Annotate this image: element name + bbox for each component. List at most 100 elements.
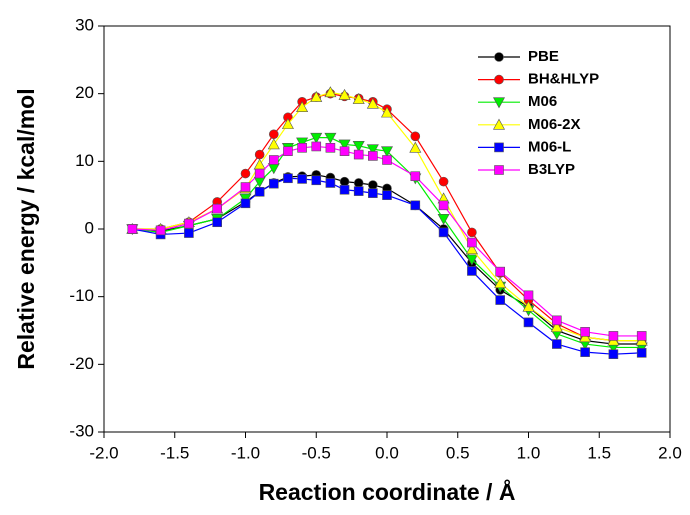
marker xyxy=(495,266,506,277)
marker xyxy=(550,320,563,332)
marker xyxy=(127,224,138,234)
y-tick-label: -10 xyxy=(69,286,94,305)
marker xyxy=(283,173,293,184)
marker xyxy=(184,218,194,229)
marker xyxy=(310,90,323,102)
marker xyxy=(212,217,222,228)
marker xyxy=(283,146,293,156)
marker xyxy=(465,254,478,266)
marker xyxy=(184,228,194,238)
legend-marker xyxy=(494,142,504,153)
marker xyxy=(467,266,477,276)
marker xyxy=(579,331,592,343)
marker xyxy=(580,327,590,337)
marker xyxy=(268,129,279,140)
marker xyxy=(296,137,309,149)
marker xyxy=(636,348,647,358)
marker xyxy=(325,178,336,188)
marker xyxy=(339,176,350,187)
marker xyxy=(338,139,351,151)
marker xyxy=(438,227,449,238)
x-axis-title: Reaction coordinate / Å xyxy=(259,478,516,505)
marker xyxy=(523,317,534,328)
marker xyxy=(366,144,379,156)
marker xyxy=(353,186,364,196)
y-tick-label: 10 xyxy=(75,151,94,170)
legend-label: M06-2X xyxy=(528,116,581,133)
legend-marker xyxy=(494,74,504,85)
legend-label: M06 xyxy=(528,93,557,110)
marker xyxy=(438,200,449,211)
marker xyxy=(467,237,477,248)
marker xyxy=(465,243,478,255)
legend-marker xyxy=(494,165,504,175)
marker xyxy=(254,149,265,160)
y-tick-label: -20 xyxy=(69,354,94,373)
marker xyxy=(366,97,379,109)
marker xyxy=(339,184,350,195)
marker xyxy=(636,331,647,341)
marker xyxy=(267,138,280,150)
marker xyxy=(380,106,394,118)
legend-label: B3LYP xyxy=(528,161,575,178)
marker xyxy=(494,277,507,288)
legend-label: BH&HLYP xyxy=(528,71,599,88)
y-tick-label: 20 xyxy=(75,83,94,102)
marker xyxy=(297,143,307,153)
marker xyxy=(338,88,351,100)
marker xyxy=(353,149,364,160)
marker xyxy=(254,168,265,179)
marker xyxy=(382,155,392,165)
marker xyxy=(281,117,294,129)
marker xyxy=(324,86,337,98)
marker xyxy=(368,180,378,190)
marker xyxy=(268,155,279,165)
marker xyxy=(495,295,506,305)
marker xyxy=(311,141,322,152)
marker xyxy=(324,132,337,144)
y-axis-title: Relative energy / kcal/mol xyxy=(13,88,39,369)
marker xyxy=(310,132,323,144)
marker xyxy=(353,178,364,188)
x-tick-label: 2.0 xyxy=(658,443,682,462)
marker xyxy=(311,175,322,186)
marker xyxy=(410,171,421,182)
marker xyxy=(268,178,279,189)
x-tick-label: 1.0 xyxy=(517,443,541,462)
marker xyxy=(608,331,619,341)
marker xyxy=(325,143,336,153)
marker xyxy=(155,225,166,236)
marker xyxy=(240,168,251,179)
marker xyxy=(254,186,265,197)
series-line xyxy=(132,174,642,345)
x-tick-label: 0.0 xyxy=(375,443,399,462)
marker xyxy=(409,141,422,153)
marker xyxy=(551,339,562,349)
legend-marker xyxy=(492,118,506,130)
marker xyxy=(410,200,421,211)
y-tick-label: 30 xyxy=(75,15,94,34)
marker xyxy=(212,203,222,214)
marker xyxy=(380,146,394,158)
marker xyxy=(410,131,421,142)
legend-label: PBE xyxy=(528,48,559,65)
marker xyxy=(240,182,251,192)
x-tick-label: -1.5 xyxy=(160,443,189,462)
x-tick-label: -1.0 xyxy=(231,443,260,462)
marker xyxy=(352,140,365,152)
x-tick-label: 0.5 xyxy=(446,443,470,462)
marker xyxy=(339,146,350,156)
marker xyxy=(368,188,378,198)
marker xyxy=(368,151,378,161)
x-tick-label: -2.0 xyxy=(89,443,118,462)
legend-marker xyxy=(492,97,506,109)
marker xyxy=(467,227,477,238)
marker xyxy=(523,290,534,301)
marker xyxy=(438,176,449,187)
legend-label: M06-L xyxy=(528,138,571,155)
x-tick-label: -0.5 xyxy=(302,443,331,462)
marker xyxy=(240,198,251,209)
y-tick-label: -30 xyxy=(69,421,94,440)
marker xyxy=(352,92,365,104)
x-tick-label: 1.5 xyxy=(587,443,611,462)
